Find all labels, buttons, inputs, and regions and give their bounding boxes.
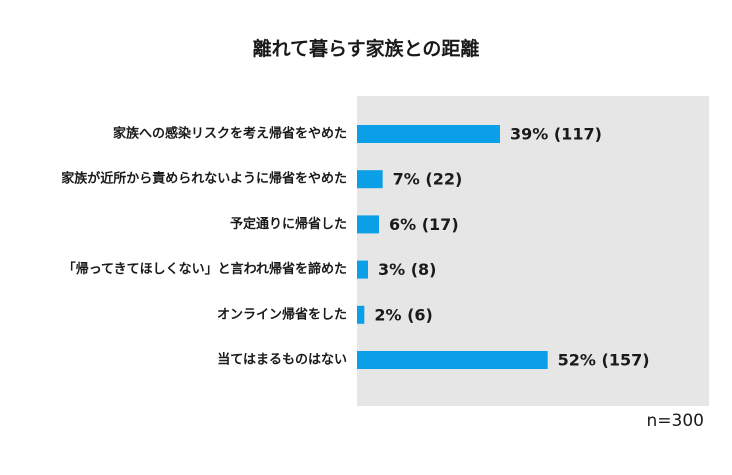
bar [357,351,548,369]
data-label: 3% (8) [378,260,437,279]
bar [357,305,365,324]
category-label: 予定通りに帰省した [230,216,347,232]
data-label: 7% (22) [393,170,463,189]
data-label: 6% (17) [389,215,459,234]
category-label: 「帰ってきてほしくない」と言われ帰省を諦めた [63,261,347,277]
category-label: オンライン帰省をした [217,306,347,322]
bars [357,125,548,369]
bar [357,125,500,143]
category-label: 家族への感染リスクを考え帰省をやめた [113,126,347,142]
category-label: 当てはまるものはない [217,352,347,368]
bar [357,260,368,279]
category-labels: 家族への感染リスクを考え帰省をやめた家族が近所から責められないように帰省をやめた… [61,126,347,368]
category-label: 家族が近所から責められないように帰省をやめた [61,171,347,187]
bar [357,170,383,189]
data-label: 2% (6) [374,305,433,324]
bar [357,215,379,234]
sample-size-note: n=300 [646,411,704,431]
data-label: 52% (157) [558,351,650,370]
chart-title: 離れて暮らす家族との距離 [252,38,480,60]
data-labels: 39% (117) 7% (22) 6% (17) 3% (8) 2% (6) 52% (… [374,125,649,370]
data-label: 39% (117) [510,125,602,144]
